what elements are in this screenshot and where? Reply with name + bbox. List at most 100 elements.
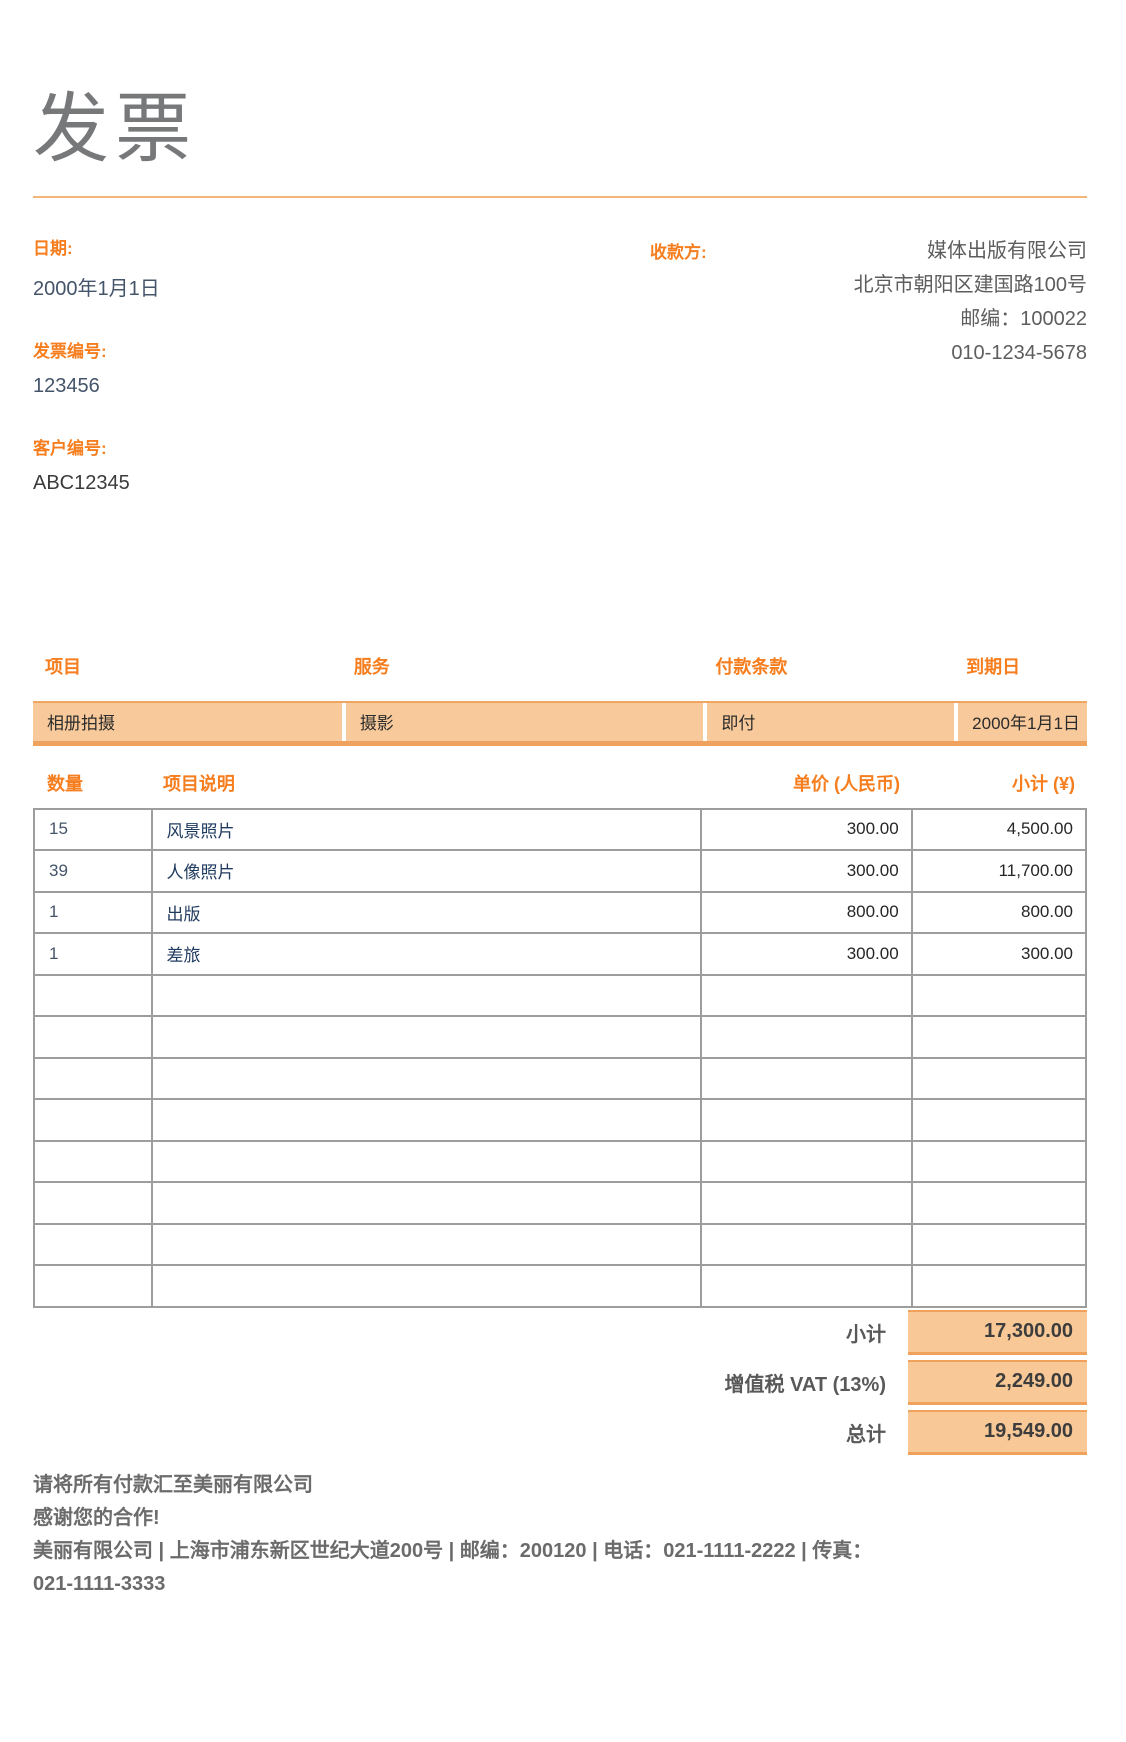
payee-address: 媒体出版有限公司 北京市朝阳区建国路100号 邮编：100022 010-123… (707, 234, 1087, 370)
payee-company: 媒体出版有限公司 (927, 239, 1087, 262)
table-cell: 300.00 (910, 934, 1085, 974)
table-cell (35, 1142, 151, 1182)
table-cell (699, 1017, 911, 1057)
payee-phone: 010-1234-5678 (951, 341, 1087, 364)
table-cell: 出版 (150, 892, 700, 933)
subtotal-label: 小计 (846, 1323, 886, 1346)
page-title: 发票 (33, 87, 197, 172)
table-row-empty (35, 1224, 1085, 1267)
table-row-empty (35, 1017, 1085, 1059)
table-row-empty (35, 975, 1085, 1018)
grand-total-value: 19,549.00 (908, 1409, 1087, 1455)
header-description: 项目说明 (162, 773, 235, 794)
title-divider (33, 195, 1087, 198)
table-cell (150, 975, 700, 1016)
table-cell (910, 1017, 1085, 1057)
items-table-header: 数量 项目说明 单价 (人民币) 小计 (¥) (33, 770, 1087, 796)
table-cell (910, 1224, 1085, 1265)
footer-remit-line: 请将所有付款汇至美丽有限公司 (33, 1473, 313, 1496)
table-cell (35, 1100, 151, 1140)
payee-street: 北京市朝阳区建国路100号 (853, 273, 1087, 296)
service-table-header: 项目 服务 付款条款 到期日 (33, 653, 1087, 679)
footer-company-line: 美丽有限公司 | 上海市浦东新区世纪大道200号 | 邮编：200120 | 电… (33, 1539, 873, 1562)
cell-due-date: 2000年1月1日 (954, 702, 1087, 741)
table-row-empty (35, 1183, 1085, 1225)
invoice-footer: 请将所有付款汇至美丽有限公司 感谢您的合作! 美丽有限公司 | 上海市浦东新区世… (33, 1469, 1087, 1601)
cell-payment-terms: 即付 (703, 702, 954, 741)
grand-total-row: 总计 19,549.00 (33, 1409, 1087, 1455)
table-cell (699, 1141, 911, 1182)
invoice-page: 发票 日期: 2000年1月1日 发票编号: 123456 客户编号: ABC1… (0, 88, 1126, 1601)
header-subtotal: 小计 (¥) (1011, 773, 1075, 794)
service-table: 项目 服务 付款条款 到期日 相册拍摄 摄影 即付 2000年1月1日 (33, 653, 1087, 746)
grand-total-label: 总计 (846, 1423, 886, 1446)
table-cell: 11,700.00 (910, 851, 1085, 891)
table-cell: 15 (49, 819, 68, 839)
customer-number-value: ABC12345 (33, 471, 130, 494)
table-cell (150, 1266, 700, 1306)
totals-section: 小计 17,300.00 增值税 VAT (13%) 2,249.00 总计 1… (33, 1309, 1087, 1455)
service-table-row: 相册拍摄 摄影 即付 2000年1月1日 (33, 700, 1087, 746)
table-row: 15 风景照片 300.00 4,500.00 (35, 809, 1085, 852)
table-cell: 人像照片 (150, 851, 700, 891)
table-cell: 300.00 (699, 934, 911, 974)
table-cell (150, 1183, 700, 1223)
table-row-empty (35, 1266, 1085, 1308)
table-row: 39 人像照片 300.00 11,700.00 (35, 851, 1085, 893)
table-cell (150, 1100, 700, 1140)
table-cell (910, 975, 1085, 1016)
table-cell (150, 1017, 700, 1057)
table-cell (910, 1100, 1085, 1140)
table-cell: 风景照片 (150, 809, 700, 850)
table-cell: 4,500.00 (910, 809, 1085, 850)
table-cell: 1 (49, 943, 59, 963)
vat-row: 增值税 VAT (13%) 2,249.00 (33, 1359, 1087, 1405)
table-cell (910, 1183, 1085, 1223)
table-cell (35, 1225, 151, 1265)
table-cell (910, 1058, 1085, 1099)
table-cell (35, 976, 151, 1016)
invoice-number-value: 123456 (33, 374, 100, 397)
table-cell (150, 1224, 700, 1265)
subtotal-row: 小计 17,300.00 (33, 1309, 1087, 1355)
table-cell (910, 1266, 1085, 1306)
table-cell: 300.00 (699, 809, 911, 850)
table-cell (699, 1224, 911, 1265)
invoice-number-block: 发票编号: 123456 (33, 337, 650, 398)
cell-item: 相册拍摄 (47, 714, 115, 734)
table-cell (35, 1183, 151, 1223)
payee-block: 收款方: 媒体出版有限公司 北京市朝阳区建国路100号 邮编：100022 01… (650, 234, 1087, 531)
table-cell (699, 975, 911, 1016)
invoice-info-section: 日期: 2000年1月1日 发票编号: 123456 客户编号: ABC1234… (33, 234, 1087, 531)
table-cell (150, 1141, 700, 1182)
date-label: 日期: (33, 238, 73, 258)
payee-label: 收款方: (650, 242, 707, 262)
table-cell (699, 1058, 911, 1099)
invoice-number-label: 发票编号: (33, 341, 107, 361)
table-cell (35, 1059, 151, 1099)
table-cell (699, 1100, 911, 1140)
table-row-empty (35, 1058, 1085, 1101)
table-cell (35, 1266, 151, 1306)
table-cell: 800.00 (910, 892, 1085, 933)
table-row: 1 出版 800.00 800.00 (35, 892, 1085, 935)
vat-label: 增值税 VAT (13%) (724, 1373, 887, 1396)
table-cell (699, 1266, 911, 1306)
date-block: 日期: 2000年1月1日 (33, 234, 650, 301)
table-row: 1 差旅 300.00 300.00 (35, 934, 1085, 976)
table-row-empty (35, 1100, 1085, 1142)
vat-value: 2,249.00 (908, 1359, 1087, 1405)
header-item: 项目 (45, 656, 81, 677)
table-cell: 1 (49, 902, 59, 922)
footer-fax-line: 021-1111-3333 (33, 1572, 166, 1595)
customer-number-label: 客户编号: (33, 438, 107, 458)
table-cell (699, 1183, 911, 1223)
items-table-body: 15 风景照片 300.00 4,500.00 39 人像照片 300.00 11,700.0… (33, 807, 1087, 1308)
payee-postcode: 邮编：100022 (960, 307, 1087, 330)
table-cell (910, 1141, 1085, 1182)
table-cell: 300.00 (699, 851, 911, 891)
header-quantity: 数量 (47, 773, 83, 794)
header-unit-price: 单价 (人民币) (793, 773, 901, 794)
table-row-empty (35, 1141, 1085, 1184)
footer-thanks-line: 感谢您的合作! (33, 1506, 160, 1529)
